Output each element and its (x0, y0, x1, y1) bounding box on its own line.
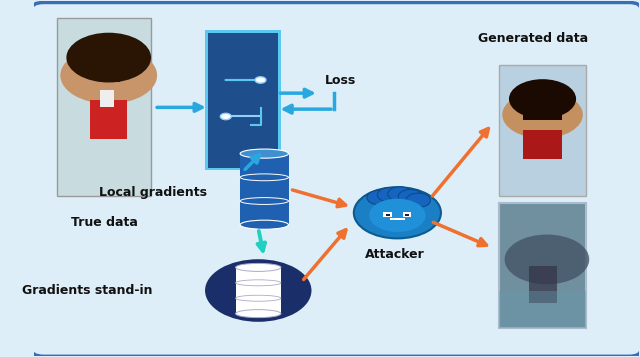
Bar (240, 154, 289, 225)
Circle shape (369, 199, 426, 232)
Text: Loss: Loss (324, 74, 356, 87)
Circle shape (205, 259, 312, 322)
Bar (90, 100, 127, 139)
FancyBboxPatch shape (31, 2, 640, 356)
Bar (390, 218, 405, 221)
Text: Gradients stand-in: Gradients stand-in (22, 284, 152, 297)
Bar (499, 203, 586, 328)
Text: True data: True data (70, 216, 138, 229)
Bar (529, 266, 557, 303)
Bar (499, 65, 586, 196)
Bar (236, 267, 281, 314)
Bar (403, 212, 412, 217)
Bar (524, 131, 562, 160)
Text: Generated data: Generated data (478, 31, 589, 45)
Ellipse shape (236, 263, 281, 271)
Circle shape (354, 187, 441, 238)
Circle shape (406, 193, 431, 207)
Text: Attacker: Attacker (364, 248, 424, 261)
Circle shape (67, 33, 151, 82)
Ellipse shape (240, 149, 289, 158)
Bar (57, 19, 151, 196)
Bar (100, 90, 115, 107)
Bar (405, 213, 409, 216)
Circle shape (388, 187, 412, 201)
FancyBboxPatch shape (209, 33, 278, 168)
Circle shape (60, 47, 157, 104)
Ellipse shape (236, 310, 281, 318)
Circle shape (504, 235, 589, 284)
FancyBboxPatch shape (205, 30, 281, 171)
Circle shape (509, 79, 576, 119)
Circle shape (378, 188, 402, 202)
Bar (386, 213, 390, 216)
Circle shape (255, 77, 266, 83)
Circle shape (367, 190, 391, 205)
Text: Local gradients: Local gradients (99, 186, 207, 199)
Bar (524, 96, 562, 120)
Bar (499, 291, 586, 328)
Circle shape (502, 91, 583, 139)
Bar (383, 212, 392, 217)
Ellipse shape (240, 220, 289, 229)
Bar (99, 50, 120, 82)
Circle shape (220, 113, 231, 120)
Circle shape (398, 190, 422, 204)
